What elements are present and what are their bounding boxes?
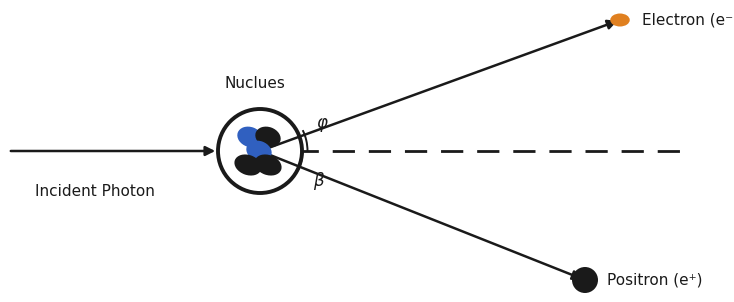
Ellipse shape [255,127,280,147]
Ellipse shape [218,109,302,193]
Ellipse shape [247,141,272,161]
Circle shape [572,267,598,293]
Text: β: β [313,172,323,190]
Ellipse shape [255,154,282,175]
Ellipse shape [237,127,263,147]
Text: φ: φ [316,114,327,132]
Text: Nuclues: Nuclues [225,76,286,91]
Ellipse shape [234,154,261,175]
Text: Electron (e⁻): Electron (e⁻) [642,12,734,27]
Text: Positron (e⁺): Positron (e⁺) [607,272,702,288]
Ellipse shape [610,14,630,27]
Text: Incident Photon: Incident Photon [35,185,155,200]
